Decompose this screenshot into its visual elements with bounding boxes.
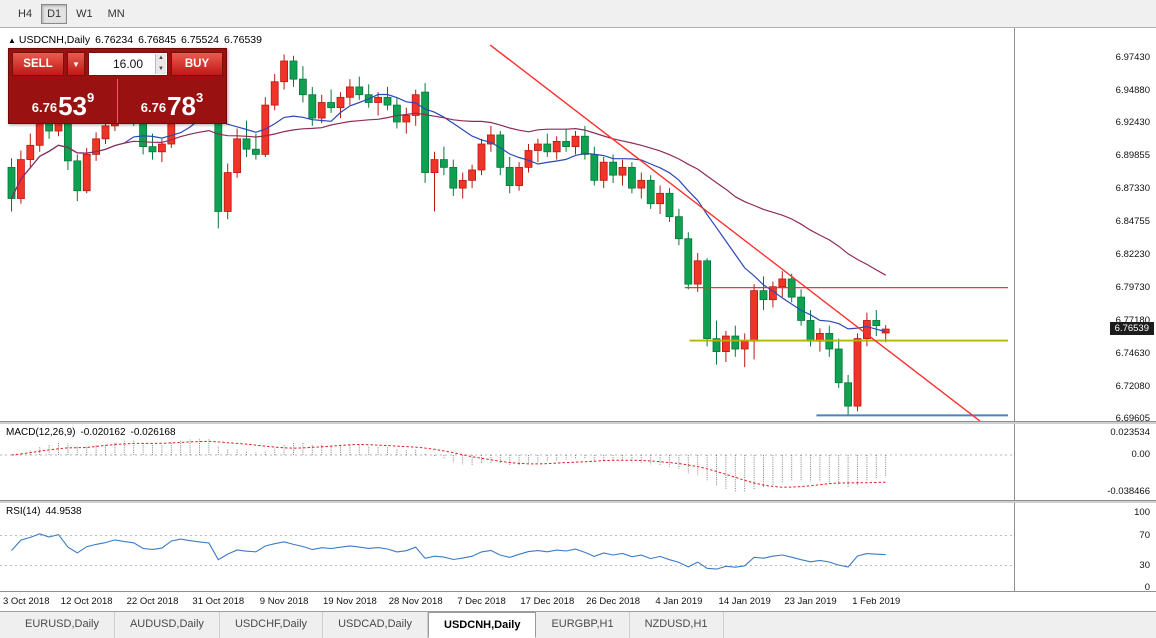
time-axis-label: 3 Oct 2018 [3, 596, 50, 607]
descending-trendline [489, 44, 981, 421]
macd-scale-label: 0.023534 [1110, 426, 1150, 438]
chart-ohlc-header: ▲ USDCNH,Daily 6.76234 6.76845 6.75524 6.7653… [8, 34, 267, 46]
price-scale-label: 6.84755 [1115, 216, 1150, 228]
time-axis-label: 23 Jan 2019 [784, 596, 837, 607]
buy-price[interactable]: 6.76 78 3 [117, 79, 226, 123]
spinner-down-icon[interactable]: ▼ [158, 66, 164, 72]
rsi-plot[interactable]: RSI(14) 44.9538 [0, 503, 1014, 591]
symbol-tab-audusd[interactable]: AUDUSD,Daily [115, 612, 220, 638]
volume-input[interactable]: 16.00 ▲ ▼ [88, 52, 168, 76]
order-type-dropdown[interactable]: ▼ [67, 52, 85, 76]
rsi-scale-label: 70 [1139, 529, 1150, 541]
macd-histogram [20, 438, 887, 493]
candles-layer [7, 54, 890, 416]
macd-chart[interactable] [0, 424, 1014, 500]
symbol-tab-usdcnh[interactable]: USDCNH,Daily [428, 612, 537, 638]
symbol-tab-usdchf[interactable]: USDCHF,Daily [220, 612, 324, 638]
macd-plot[interactable]: MACD(12,26,9) -0.020162 -0.026168 [0, 424, 1014, 500]
macd-title: MACD(12,26,9) -0.020162 -0.026168 [6, 427, 176, 438]
symbol-tab-usdcad[interactable]: USDCAD,Daily [323, 612, 429, 638]
ohlc-close: 6.76539 [224, 34, 262, 46]
time-axis-label: 12 Oct 2018 [60, 596, 113, 607]
time-axis-label: 19 Nov 2018 [322, 596, 377, 607]
ohlc-open: 6.76234 [95, 34, 134, 46]
price-scale-label: 6.74630 [1115, 347, 1150, 359]
price-scale-label: 6.97430 [1115, 52, 1150, 63]
timeframe-button-w1[interactable]: W1 [70, 4, 99, 24]
buy-button[interactable]: BUY [171, 52, 223, 76]
timeframe-toolbar: H4 D1 W1 MN [0, 0, 1156, 28]
chevron-down-icon: ▼ [72, 59, 80, 69]
symbol-tab-bar: EURUSD,Daily AUDUSD,Daily USDCHF,Daily USDC… [0, 611, 1156, 638]
time-axis-label: 26 Dec 2018 [586, 596, 641, 607]
macd-signal-line [11, 440, 886, 488]
one-click-trading-panel: SELL ▼ 16.00 ▲ ▼ BUY 6.76 53 9 6.76 78 3 [8, 48, 227, 124]
macd-panel: MACD(12,26,9) -0.020162 -0.026168 0.023534… [0, 424, 1156, 500]
time-axis-label: 14 Jan 2019 [718, 596, 771, 607]
current-price-badge: 6.76539 [1109, 322, 1154, 336]
rsi-scale-label: 30 [1139, 559, 1150, 571]
rsi-title: RSI(14) 44.9538 [6, 506, 82, 517]
rsi-value: 44.9538 [45, 506, 82, 517]
time-axis[interactable]: 3 Oct 2018 12 Oct 2018 22 Oct 2018 31 Oct 2… [0, 591, 1156, 611]
ohlc-low: 6.75524 [181, 34, 220, 46]
macd-main-value: -0.020162 [80, 427, 126, 438]
time-axis-label: 1 Feb 2019 [852, 596, 901, 607]
timeframe-button-h4[interactable]: H4 [12, 4, 38, 24]
rsi-panel: RSI(14) 44.9538 100 70 30 0 [0, 503, 1156, 593]
time-axis-label: 4 Jan 2019 [655, 596, 703, 607]
chart-marker-icon: ▲ [8, 36, 16, 45]
symbol-tab-eurgbp[interactable]: EURGBP,H1 [536, 612, 630, 638]
chart-symbol-label: USDCNH,Daily [18, 34, 91, 46]
price-chart-plot[interactable]: ▲ USDCNH,Daily 6.76234 6.76845 6.75524 6.7653… [0, 28, 1014, 421]
panel-splitter[interactable] [0, 421, 1156, 424]
spinner-up-icon[interactable]: ▲ [158, 55, 164, 61]
price-scale-label: 6.89855 [1115, 150, 1150, 162]
time-axis-label: 7 Dec 2018 [457, 596, 506, 607]
sell-button[interactable]: SELL [12, 52, 64, 76]
moving-average-line [10, 93, 886, 333]
time-axis-label: 17 Dec 2018 [520, 596, 575, 607]
macd-signal-value: -0.026168 [130, 427, 176, 438]
price-scale-label: 6.92430 [1115, 116, 1150, 128]
price-scale-label: 6.79730 [1115, 281, 1150, 293]
rsi-chart[interactable] [0, 503, 1014, 591]
main-chart-panel: ▲ USDCNH,Daily 6.76234 6.76845 6.75524 6.7653… [0, 28, 1156, 424]
volume-stepper[interactable]: ▲ ▼ [155, 54, 166, 74]
rsi-scale-label: 100 [1134, 507, 1150, 518]
volume-value: 16.00 [112, 57, 144, 71]
panel-splitter[interactable] [0, 500, 1156, 503]
candlestick-chart[interactable] [0, 28, 1014, 421]
sell-price[interactable]: 6.76 53 9 [31, 90, 95, 121]
ohlc-high: 6.76845 [138, 34, 177, 46]
price-scale-label: 6.69605 [1115, 413, 1150, 424]
price-scale-label: 6.87330 [1115, 183, 1150, 195]
macd-scale: 0.023534 0.00 -0.038466 [1014, 424, 1156, 500]
time-axis-label: 31 Oct 2018 [192, 596, 245, 607]
symbol-tab-nzdusd[interactable]: NZDUSD,H1 [630, 612, 724, 638]
macd-scale-label: -0.038466 [1107, 485, 1150, 497]
macd-scale-label: 0.00 [1131, 449, 1151, 460]
price-scale-label: 6.94880 [1115, 85, 1150, 97]
time-axis-label: 22 Oct 2018 [126, 596, 179, 607]
time-axis-label: 28 Nov 2018 [388, 596, 443, 607]
price-scale-label: 6.77180 [1115, 314, 1150, 326]
price-scale-label: 6.72080 [1115, 380, 1150, 392]
rsi-scale: 100 70 30 0 [1014, 503, 1156, 593]
rsi-line [11, 533, 886, 570]
moving-average-line [10, 112, 886, 276]
time-axis-label: 9 Nov 2018 [259, 596, 309, 607]
symbol-tab-eurusd[interactable]: EURUSD,Daily [10, 612, 115, 638]
price-scale[interactable]: 6.76539 6.97430 6.94880 6.92430 6.89855 6.87… [1014, 28, 1156, 424]
rsi-scale-label: 0 [1144, 582, 1150, 593]
timeframe-button-d1[interactable]: D1 [41, 3, 68, 24]
price-scale-label: 6.82230 [1115, 249, 1150, 261]
timeframe-button-mn[interactable]: MN [102, 4, 131, 24]
